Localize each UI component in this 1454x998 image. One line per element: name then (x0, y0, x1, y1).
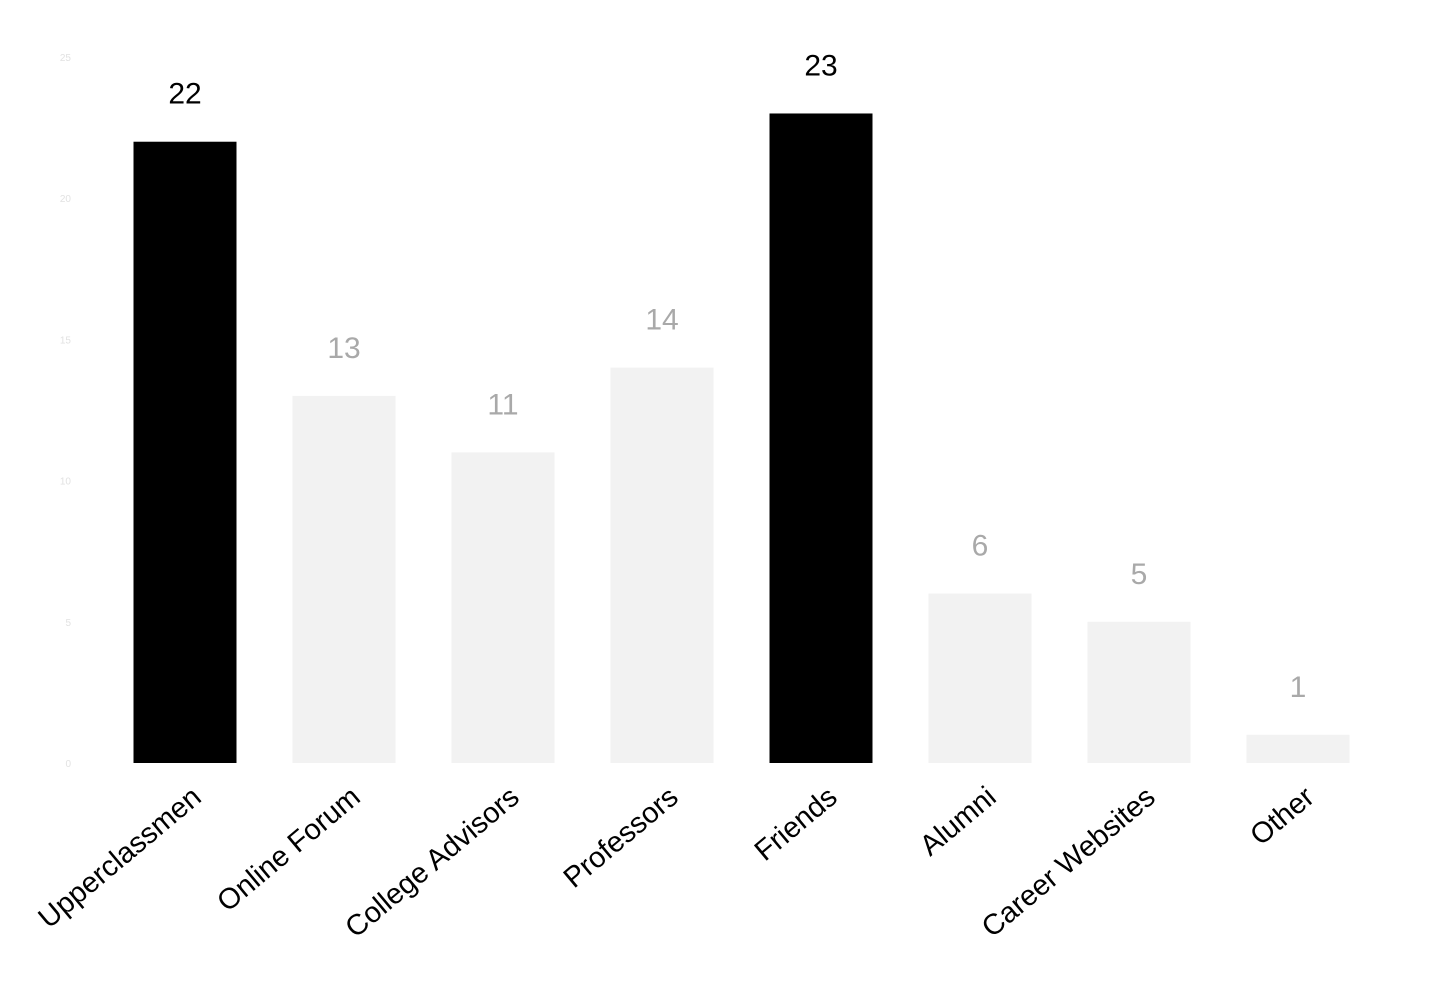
bar (451, 452, 555, 763)
data-labels: 22 13 11 14 23 6 5 1 (168, 49, 1306, 703)
y-tick-label: 25 (60, 53, 72, 64)
x-tick-label: Upperclassmen (33, 781, 208, 935)
data-label: 22 (168, 78, 201, 111)
data-label: 1 (1290, 671, 1307, 704)
bar (1087, 621, 1191, 763)
y-tick-label: 10 (60, 477, 72, 488)
data-label: 23 (804, 49, 837, 82)
y-tick-label: 0 (65, 759, 71, 770)
bar (292, 395, 396, 763)
bar (610, 367, 714, 763)
bars (133, 113, 1350, 764)
data-label: 5 (1131, 558, 1148, 591)
data-label: 6 (972, 530, 989, 563)
x-tick-label: Friends (749, 781, 844, 868)
x-tick-label: College Advisors (339, 781, 525, 944)
data-label: 13 (327, 332, 360, 365)
x-tick-label: Alumni (914, 781, 1002, 863)
data-label: 14 (645, 304, 678, 337)
x-tick-label: Career Websites (976, 781, 1162, 944)
y-axis: 0 5 10 15 20 25 (60, 53, 72, 770)
bar (928, 593, 1032, 763)
x-tick-label: Professors (558, 781, 685, 895)
bar (133, 141, 237, 764)
y-tick-label: 15 (60, 335, 72, 346)
bar (769, 113, 873, 764)
y-tick-label: 5 (65, 618, 71, 629)
x-tick-label: Online Forum (211, 781, 366, 918)
x-tick-label: Other (1244, 781, 1320, 852)
bar (1246, 734, 1350, 763)
y-tick-label: 20 (60, 194, 72, 205)
data-label: 11 (487, 388, 518, 421)
